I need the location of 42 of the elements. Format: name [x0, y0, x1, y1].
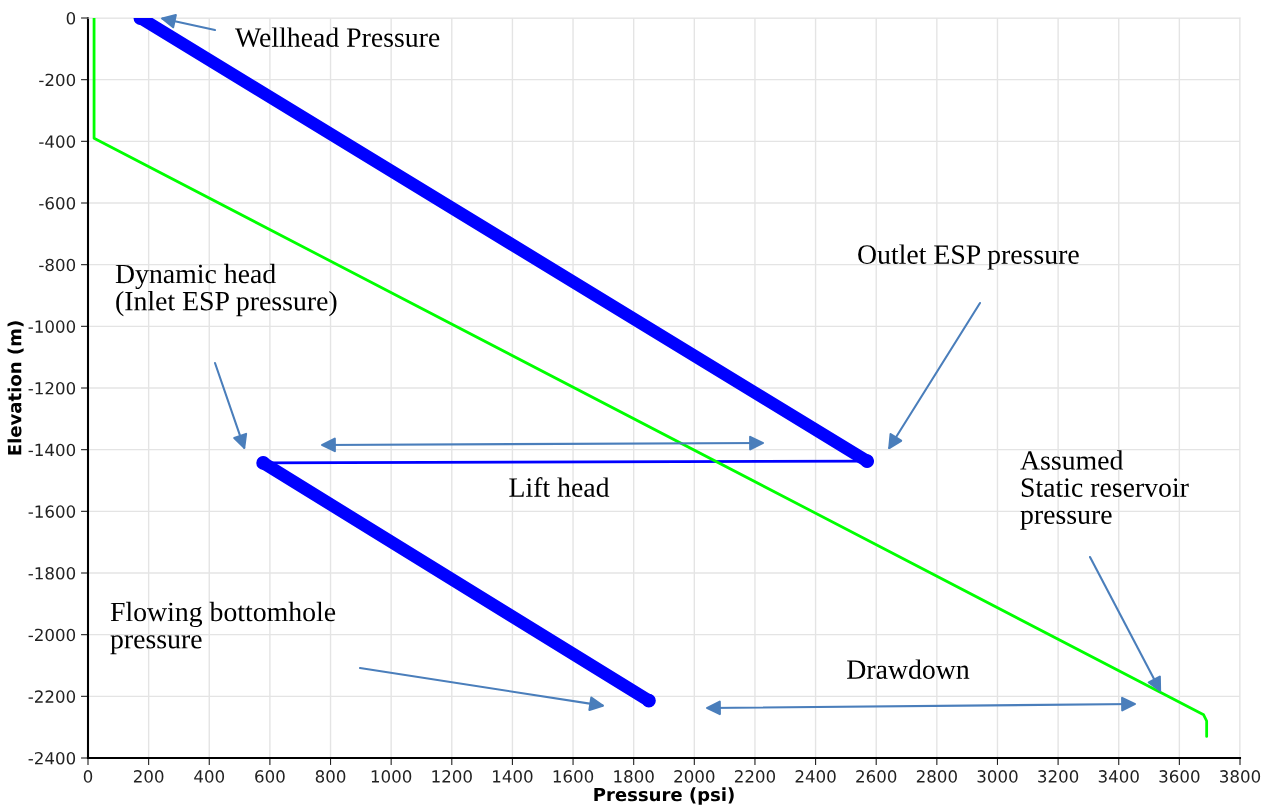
x-tick-label: 3400: [1098, 770, 1139, 783]
x-tick-label: 2800: [916, 770, 957, 783]
y-tick-label: 0: [66, 11, 76, 25]
x-tick-label: 2600: [856, 770, 897, 783]
x-tick-label: 1800: [614, 770, 654, 783]
annotation: Wellhead Pressure: [235, 27, 440, 48]
y-axis-title: Elevation (m): [7, 321, 24, 455]
y-tick-label: -1400: [28, 443, 76, 457]
annotation: Outlet ESP pressure: [858, 244, 1079, 270]
y-tick-label: -1000: [28, 320, 76, 333]
y-tick-label: -1800: [28, 566, 76, 580]
annotation: Lift head: [509, 477, 610, 497]
x-tick-label: 200: [133, 770, 164, 783]
x-tick-label: 3600: [1159, 770, 1200, 783]
x-tick-label: 1200: [432, 770, 472, 783]
x-tick-label: 1400: [493, 770, 533, 783]
y-tick-label: -400: [39, 135, 76, 148]
y-tick-label: -2400: [28, 751, 76, 765]
y-tick-label: -200: [39, 73, 76, 87]
x-tick-label: 400: [194, 770, 225, 783]
x-tick-label: 600: [255, 770, 285, 783]
x-tick-label: 1000: [371, 770, 412, 783]
x-tick-label: 0: [83, 770, 93, 783]
x-tick-label: 3000: [977, 770, 1018, 783]
annotation: Drawdown: [847, 659, 970, 679]
y-tick-label: -1600: [28, 505, 76, 518]
x-tick-label: 2400: [795, 770, 836, 783]
y-tick-label: -800: [39, 258, 76, 272]
x-tick-label: 2000: [674, 770, 715, 783]
y-tick-label: -600: [39, 196, 76, 210]
y-tick-label: -2200: [28, 690, 76, 703]
x-tick-label: 3200: [1038, 770, 1079, 783]
annotation: Flowing bottomhole pressure: [110, 601, 336, 655]
x-axis-title: Pressure (psi): [594, 787, 734, 805]
x-tick-label: 2200: [734, 770, 776, 783]
y-tick-label: -1200: [28, 381, 76, 395]
x-tick-label: 1600: [553, 770, 594, 783]
annotation: Dynamic head (Inlet ESP pressure): [115, 263, 337, 317]
x-tick-label: 800: [315, 770, 346, 783]
annotation: Assumed Static reservoir pressure: [1020, 450, 1189, 530]
y-tick-label: -2000: [28, 628, 76, 642]
x-tick-label: 3800: [1220, 770, 1261, 783]
